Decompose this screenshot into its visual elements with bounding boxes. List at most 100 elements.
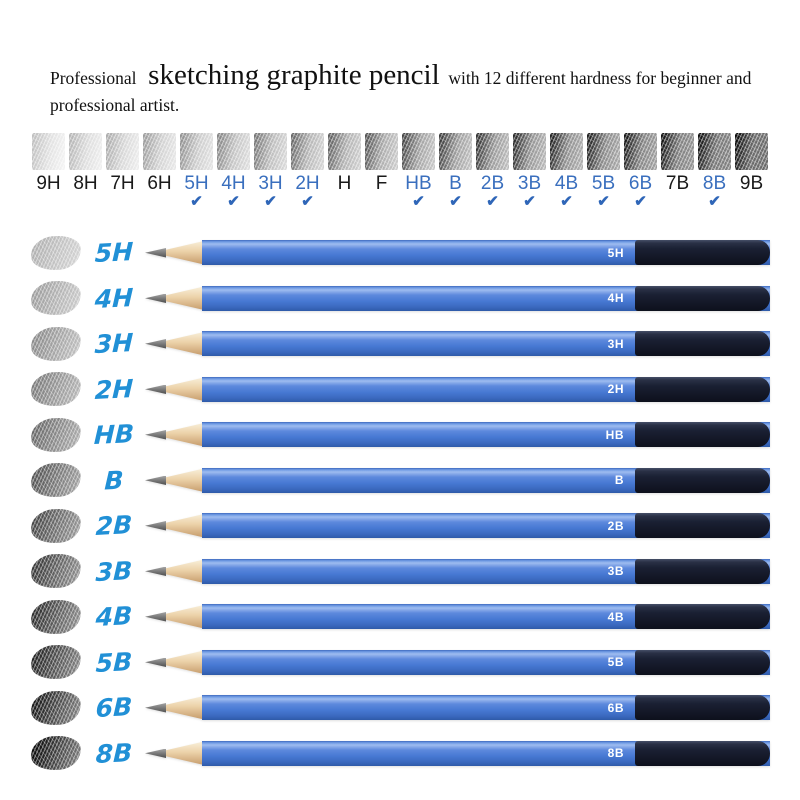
check-icon	[733, 194, 770, 211]
hardness-scale-row: 9H 8H 7H 6H 5H ✔ 4H ✔ 3H ✔ 2H ✔ H F HB ✔ B ✔ 2B ✔ 3B ✔ 4B ✔ 5B ✔ 6…	[30, 133, 770, 211]
pencil-row-5h: 5H 5H	[0, 230, 800, 276]
pencil-grade-print: HB	[605, 427, 624, 442]
hardness-label: 6B	[628, 173, 653, 194]
pencil-graphic: 4H	[145, 285, 770, 311]
scribble-swatch	[28, 688, 83, 728]
check-icon: ✔	[412, 193, 425, 210]
check-icon: ✔	[523, 193, 536, 210]
check-icon	[363, 194, 400, 211]
check-icon: ✔	[597, 193, 610, 210]
grade-handwritten-label: 4B	[95, 601, 133, 633]
hardness-label: 5B	[591, 173, 616, 194]
hardness-label: B	[449, 173, 462, 194]
check-icon: ✔	[264, 193, 277, 210]
pencil-end-cap	[635, 558, 770, 584]
scribble-swatch	[28, 415, 83, 455]
scribble-swatch-slot	[28, 642, 83, 682]
pencil-lead-tip	[145, 293, 166, 303]
check-icon: ✔	[301, 193, 314, 210]
hardness-swatch	[735, 133, 768, 170]
check-icon	[67, 194, 104, 211]
pencil-grade-print: 4B	[607, 609, 624, 624]
pencil-graphic: 2H	[145, 376, 770, 402]
check-icon	[326, 194, 363, 211]
scribble-swatch-slot	[28, 278, 83, 318]
grade-handwritten-label: 3B	[95, 555, 133, 587]
hardness-scale-item-6b: 6B ✔	[622, 133, 659, 211]
pencil-end-cap	[635, 376, 770, 402]
pencil-lead-tip	[145, 384, 166, 394]
hardness-swatch	[180, 133, 213, 170]
pencil-grade-print: B	[614, 473, 624, 488]
scribble-swatch	[28, 460, 83, 500]
pencil-lead-tip	[145, 566, 166, 576]
grade-handwritten-label: 5H	[94, 237, 134, 269]
scribble-swatch	[28, 369, 83, 409]
pencil-end-cap	[635, 604, 770, 630]
pencil-row-6b: 6B 6B	[0, 685, 800, 731]
scribble-swatch-slot	[28, 369, 83, 409]
scribble-swatch	[28, 733, 83, 773]
pencil-grade-print: 4H	[607, 291, 624, 306]
hardness-scale-item-5b: 5B ✔	[585, 133, 622, 211]
pencil-row-5b: 5B 5B	[0, 640, 800, 686]
check-icon: ✔	[190, 193, 203, 210]
hardness-swatch	[476, 133, 509, 170]
scribble-swatch	[28, 551, 83, 591]
hardness-label: 9H	[36, 173, 61, 194]
pencil-end-cap	[635, 240, 770, 266]
pencil-end-cap	[635, 422, 770, 448]
scribble-swatch-slot	[28, 733, 83, 773]
scribble-swatch	[28, 324, 83, 364]
grade-handwritten-label: 6B	[95, 692, 133, 724]
pencil-lead-tip	[145, 748, 166, 758]
scribble-swatch	[28, 278, 83, 318]
scribble-swatch-slot	[28, 415, 83, 455]
hardness-label: 3H	[258, 173, 283, 194]
hardness-label: 4H	[221, 173, 246, 194]
pencil-graphic: 2B	[145, 513, 770, 539]
pencil-end-cap	[635, 649, 770, 675]
pencil-graphic: 3B	[145, 558, 770, 584]
pencil-grade-print: 5H	[607, 245, 624, 260]
pencil-lead-tip	[145, 339, 166, 349]
grade-handwritten-label: 2H	[94, 373, 134, 405]
pencil-grade-print: 2B	[607, 518, 624, 533]
hardness-scale-item-2b: 2B ✔	[474, 133, 511, 211]
hardness-label: F	[375, 173, 388, 194]
hardness-scale-item-3h: 3H ✔	[252, 133, 289, 211]
grade-handwritten-label: 8B	[95, 737, 133, 769]
hardness-label: 9B	[739, 173, 764, 194]
pencil-row-4b: 4B 4B	[0, 594, 800, 640]
hardness-label: 4B	[554, 173, 579, 194]
hardness-scale-item-f: F	[363, 133, 400, 211]
check-icon: ✔	[449, 193, 462, 210]
hardness-label: HB	[405, 173, 432, 194]
hardness-swatch	[624, 133, 657, 170]
hardness-label: 2H	[295, 173, 320, 194]
scribble-swatch	[28, 597, 83, 637]
scribble-swatch-slot	[28, 506, 83, 546]
hardness-swatch	[402, 133, 435, 170]
pencil-row-2h: 2H 2H	[0, 367, 800, 413]
hardness-scale-item-8h: 8H	[67, 133, 104, 211]
pencil-lead-tip	[145, 612, 166, 622]
hardness-scale-item-5h: 5H ✔	[178, 133, 215, 211]
pencil-end-cap	[635, 331, 770, 357]
hardness-swatch	[217, 133, 250, 170]
hardness-scale-item-9h: 9H	[30, 133, 67, 211]
pencil-lead-tip	[145, 703, 166, 713]
hardness-swatch	[550, 133, 583, 170]
hardness-swatch	[365, 133, 398, 170]
hardness-label: 5H	[184, 173, 209, 194]
pencil-lead-tip	[145, 657, 166, 667]
check-icon	[659, 194, 696, 211]
pencil-end-cap	[635, 695, 770, 721]
hardness-scale-item-8b: 8B ✔	[696, 133, 733, 211]
pencil-grade-print: 5B	[607, 655, 624, 670]
check-icon	[141, 194, 178, 211]
hardness-scale-item-7h: 7H	[104, 133, 141, 211]
title-prefix: Professional	[50, 68, 137, 88]
pencil-row-3b: 3B 3B	[0, 549, 800, 595]
